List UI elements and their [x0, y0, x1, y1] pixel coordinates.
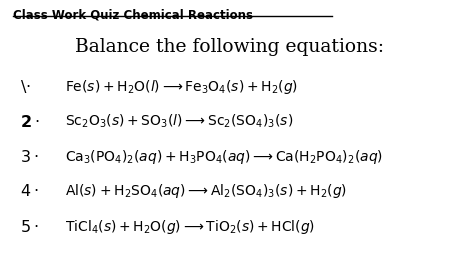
Text: Class Work Quiz Chemical Reactions: Class Work Quiz Chemical Reactions [13, 8, 253, 21]
Text: Balance the following equations:: Balance the following equations: [75, 38, 384, 56]
Text: $\rm Ca_3(PO_4)_2(\mathit{aq}) + H_3PO_4(\mathit{aq}) \longrightarrow Ca(H_2PO_4: $\rm Ca_3(PO_4)_2(\mathit{aq}) + H_3PO_4… [65, 148, 383, 166]
Text: $\backslash\!\cdot$: $\backslash\!\cdot$ [20, 78, 31, 95]
Text: $\mathbf{2}\cdot$: $\mathbf{2}\cdot$ [20, 114, 39, 130]
Text: $\rm TiCl_4(\mathit{s}) + H_2O(\mathit{g}) \longrightarrow TiO_2(\mathit{s}) + H: $\rm TiCl_4(\mathit{s}) + H_2O(\mathit{g… [65, 218, 315, 236]
Text: $\mathit{3}\cdot$: $\mathit{3}\cdot$ [20, 149, 38, 165]
Text: $\rm Sc_2O_3(\mathit{s}) + SO_3(\mathit{l}) \longrightarrow Sc_2(SO_4)_3(\mathit: $\rm Sc_2O_3(\mathit{s}) + SO_3(\mathit{… [65, 113, 294, 130]
Text: $\rm Fe(\mathit{s}) + H_2O(\mathit{l}) \longrightarrow Fe_3O_4(\mathit{s}) + H_2: $\rm Fe(\mathit{s}) + H_2O(\mathit{l}) \… [65, 78, 298, 96]
Text: $\mathit{5}\cdot$: $\mathit{5}\cdot$ [20, 219, 38, 235]
Text: $\rm Al(\mathit{s}) + H_2SO_4(\mathit{aq}) \longrightarrow Al_2(SO_4)_3(\mathit{: $\rm Al(\mathit{s}) + H_2SO_4(\mathit{aq… [65, 182, 347, 200]
Text: $\mathit{4}\cdot$: $\mathit{4}\cdot$ [20, 183, 38, 198]
